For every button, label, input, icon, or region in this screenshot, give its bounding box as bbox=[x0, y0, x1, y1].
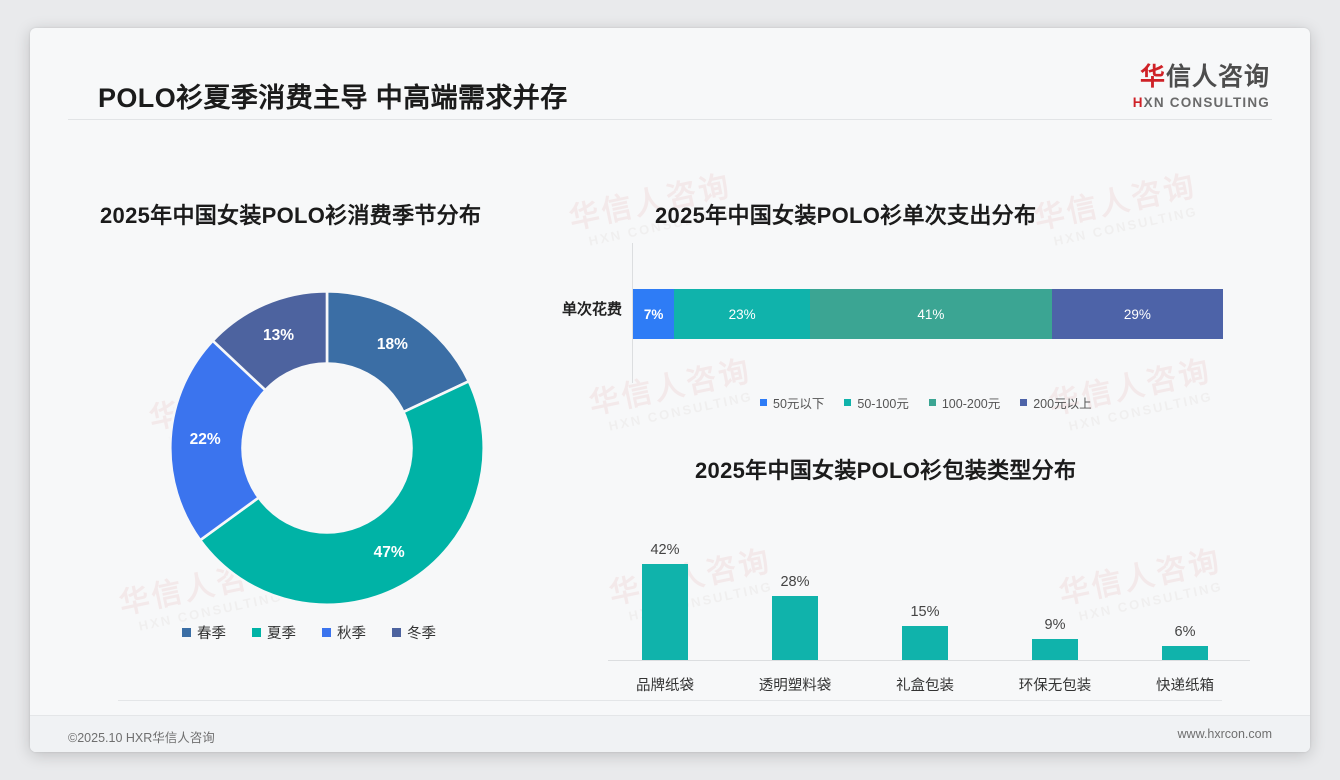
bar-value-label: 42% bbox=[650, 542, 680, 559]
logo-chinese-rest: 信人咨询 bbox=[1165, 63, 1270, 91]
bar-column[interactable]: 6% bbox=[1120, 513, 1250, 660]
column-bar-chart: 42% 28% 15% 9% 6% 品牌纸袋 透明塑料袋 礼盒包装 环保无包装 快递纸箱 bbox=[600, 513, 1250, 703]
stacked-bar-track: 7% 23% 41% 29% bbox=[633, 289, 1223, 339]
donut-svg bbox=[168, 289, 486, 607]
bar-rect[interactable] bbox=[642, 564, 688, 660]
watermark-en: HXN CONSULTING bbox=[607, 388, 755, 434]
stacked-bar-segment[interactable]: 29% bbox=[1051, 289, 1223, 339]
legend-swatch bbox=[760, 399, 767, 406]
footnote-divider bbox=[118, 700, 1222, 701]
bar-column[interactable]: 15% bbox=[860, 513, 990, 660]
donut-slice-label: 18% bbox=[376, 335, 408, 353]
legend-swatch bbox=[1020, 399, 1028, 406]
legend-swatch bbox=[182, 628, 191, 637]
logo-english: HXN CONSULTING bbox=[1133, 95, 1270, 110]
donut-chart-title: 2025年中国女装POLO衫消费季节分布 bbox=[100, 203, 482, 228]
logo-chinese: 华信人咨询 bbox=[1133, 63, 1270, 92]
watermark-en: HXN CONSULTING bbox=[1052, 203, 1200, 249]
watermark-cn: 华信人咨询 bbox=[1031, 169, 1200, 236]
legend-swatch bbox=[252, 628, 261, 637]
donut-hole bbox=[241, 362, 413, 534]
legend-label: 100-200元 bbox=[941, 397, 1001, 411]
legend-swatch bbox=[928, 399, 936, 406]
legend-label: 秋季 bbox=[337, 626, 366, 642]
bar-columns: 42% 28% 15% 9% 6% bbox=[600, 513, 1250, 660]
legend-swatch bbox=[844, 399, 852, 406]
stacked-bar-legend: 50元以下 50-100元 100-200元 200元以上 bbox=[760, 393, 1092, 412]
copyright-text: ©2025.10 HXR华信人咨询 bbox=[68, 731, 215, 745]
slide-page: 华信人咨询 HXN CONSULTING 华信人咨询 HXN CONSULTIN… bbox=[30, 28, 1310, 752]
bar-category-label: 品牌纸袋 bbox=[636, 678, 694, 694]
slide-header: POLO衫夏季消费主导 中高端需求并存 华信人咨询 HXN CONSULTING bbox=[30, 28, 1310, 120]
stacked-bar-title: 2025年中国女装POLO衫单次支出分布 bbox=[655, 203, 1037, 228]
legend-item[interactable]: 夏季 bbox=[252, 622, 296, 643]
logo-chinese-accent: 华 bbox=[1139, 63, 1166, 91]
bar-category-label: 礼盒包装 bbox=[896, 678, 954, 694]
bar-rect[interactable] bbox=[902, 625, 948, 660]
logo-english-accent: H bbox=[1132, 94, 1144, 110]
bar-value-label: 15% bbox=[910, 603, 940, 620]
legend-label: 50元以下 bbox=[773, 397, 825, 411]
bar-chart-title: 2025年中国女装POLO衫包装类型分布 bbox=[695, 458, 1077, 483]
stacked-bar-axis bbox=[632, 243, 633, 383]
stacked-bar-category-label: 单次花费 bbox=[561, 301, 622, 318]
donut-slice-label: 13% bbox=[262, 326, 295, 344]
stacked-bar-chart: 单次花费 7% 23% 41% 29% bbox=[530, 243, 1230, 383]
legend-item[interactable]: 100-200元 bbox=[928, 393, 1001, 412]
bar-category-label: 快递纸箱 bbox=[1156, 678, 1214, 694]
legend-label: 50-100元 bbox=[857, 397, 909, 411]
bar-baseline-axis bbox=[608, 660, 1250, 661]
slide-footer: ©2025.10 HXR华信人咨询 www.hxrcon.com bbox=[30, 715, 1310, 752]
legend-swatch bbox=[322, 628, 331, 637]
legend-label: 夏季 bbox=[267, 626, 296, 642]
stacked-bar-segment[interactable]: 7% bbox=[633, 289, 675, 339]
page-title: POLO衫夏季消费主导 中高端需求并存 bbox=[98, 83, 568, 113]
donut-slice-label: 47% bbox=[373, 544, 405, 562]
legend-item[interactable]: 春季 bbox=[182, 622, 226, 643]
bar-column[interactable]: 42% bbox=[600, 513, 730, 660]
bar-value-label: 9% bbox=[1044, 617, 1066, 634]
legend-item[interactable]: 冬季 bbox=[392, 622, 436, 643]
stacked-bar-segment[interactable]: 41% bbox=[809, 289, 1052, 339]
bar-column[interactable]: 28% bbox=[730, 513, 860, 660]
legend-label: 200元以上 bbox=[1033, 397, 1092, 411]
bar-category-label: 环保无包装 bbox=[1018, 678, 1092, 694]
bar-rect[interactable] bbox=[1162, 646, 1208, 660]
bar-value-label: 28% bbox=[780, 574, 810, 591]
legend-label: 春季 bbox=[197, 626, 226, 642]
bar-category-labels: 品牌纸袋 透明塑料袋 礼盒包装 环保无包装 快递纸箱 bbox=[600, 674, 1250, 695]
legend-item[interactable]: 200元以上 bbox=[1020, 393, 1092, 412]
donut-chart: 18% 47% 22% 13% bbox=[138, 283, 528, 673]
bar-rect[interactable] bbox=[772, 596, 818, 660]
website-url[interactable]: www.hxrcon.com bbox=[1177, 727, 1272, 741]
brand-logo: 华信人咨询 HXN CONSULTING bbox=[1133, 63, 1270, 110]
bar-rect[interactable] bbox=[1032, 639, 1078, 660]
logo-english-rest: XN CONSULTING bbox=[1143, 94, 1270, 110]
legend-item[interactable]: 秋季 bbox=[322, 622, 366, 643]
legend-swatch bbox=[392, 628, 401, 637]
bar-category-label: 透明塑料袋 bbox=[758, 678, 832, 694]
legend-label: 冬季 bbox=[407, 626, 436, 642]
header-divider bbox=[68, 119, 1272, 120]
bar-column[interactable]: 9% bbox=[990, 513, 1120, 660]
stacked-bar-segment[interactable]: 23% bbox=[674, 289, 810, 339]
legend-item[interactable]: 50元以下 bbox=[760, 393, 824, 412]
bar-value-label: 6% bbox=[1174, 624, 1196, 641]
legend-item[interactable]: 50-100元 bbox=[844, 393, 909, 412]
donut-legend: 春季 夏季 秋季 冬季 bbox=[182, 622, 436, 643]
donut-slice-label: 22% bbox=[189, 431, 221, 449]
